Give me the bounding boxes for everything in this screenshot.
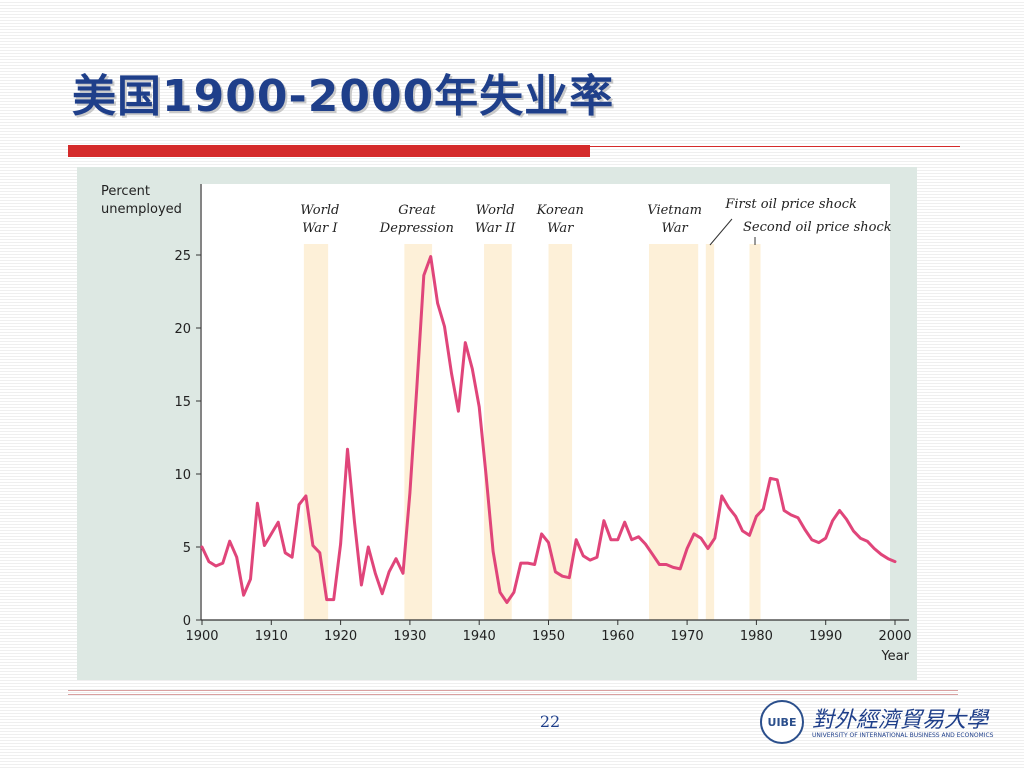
x-tick-label-1920: 1920 <box>324 629 357 644</box>
shaded-period-1 <box>404 244 433 620</box>
y-tick-label-15: 15 <box>174 395 191 410</box>
shaded-period-6 <box>749 244 761 620</box>
period-label-4-line-0: Vietnam <box>647 203 702 218</box>
y-axis-label-line-1: unemployed <box>101 202 182 217</box>
period-label-2-line-0: World <box>476 203 515 218</box>
period-label-1-line-1: Depression <box>379 221 454 236</box>
x-tick-label-1950: 1950 <box>532 629 565 644</box>
logo-subtitle: UNIVERSITY OF INTERNATIONAL BUSINESS AND… <box>812 732 994 739</box>
y-tick-label-5: 5 <box>183 541 191 556</box>
x-tick-label-1990: 1990 <box>809 629 842 644</box>
y-tick-label-10: 10 <box>174 468 191 483</box>
x-tick-label-1930: 1930 <box>393 629 426 644</box>
shaded-period-3 <box>548 244 573 620</box>
period-label-0-line-1: War I <box>302 221 338 236</box>
y-tick-label-0: 0 <box>183 614 191 629</box>
period-label-4-line-1: War <box>662 221 689 236</box>
y-tick-label-25: 25 <box>174 249 191 264</box>
x-tick-label-1900: 1900 <box>185 629 218 644</box>
x-tick-label-1960: 1960 <box>601 629 634 644</box>
title-rule-line <box>590 146 960 147</box>
period-label-3-line-0: Korean <box>536 203 584 218</box>
chart-panel: World War I Great Depression World War II Kore… <box>77 167 917 680</box>
period-label-0-line-0: World <box>300 203 339 218</box>
logo-seal-icon: UIBE <box>760 700 804 744</box>
shaded-period-5 <box>705 244 715 620</box>
period-label-5: First oil price shock <box>724 197 857 212</box>
x-tick-label-1940: 1940 <box>463 629 496 644</box>
shaded-period-4 <box>648 244 699 620</box>
x-axis-label: Year <box>880 649 909 664</box>
plot-area <box>200 184 890 620</box>
unemployment-chart: World War I Great Depression World War II Kore… <box>101 184 912 664</box>
x-tick-label-1980: 1980 <box>740 629 773 644</box>
university-logo: UIBE 對外經濟貿易大學 UNIVERSITY OF INTERNATIONA… <box>760 698 994 748</box>
footer-rule-top <box>68 690 958 691</box>
slide-title: 美国1900-2000年失业率 <box>72 71 615 122</box>
x-tick-label-2000: 2000 <box>878 629 911 644</box>
period-label-3-line-1: War <box>547 221 574 236</box>
period-label-1-line-0: Great <box>398 203 436 218</box>
title-accent-bar <box>68 145 590 157</box>
y-axis-label-line-0: Percent <box>101 184 150 199</box>
x-tick-label-1970: 1970 <box>671 629 704 644</box>
oil-shock-1-leader <box>709 218 733 246</box>
logo-name: 對外經濟貿易大學 <box>812 708 989 733</box>
shaded-period-0 <box>303 244 329 620</box>
page-number: 22 <box>539 712 561 731</box>
x-tick-label-1910: 1910 <box>255 629 288 644</box>
period-label-6: Second oil price shock <box>743 220 892 235</box>
unemployment-series-line <box>200 255 897 604</box>
y-tick-label-20: 20 <box>174 322 191 337</box>
period-label-2-line-1: War II <box>475 221 516 236</box>
shaded-period-2 <box>484 244 512 620</box>
footer-rule-bottom <box>68 694 958 695</box>
